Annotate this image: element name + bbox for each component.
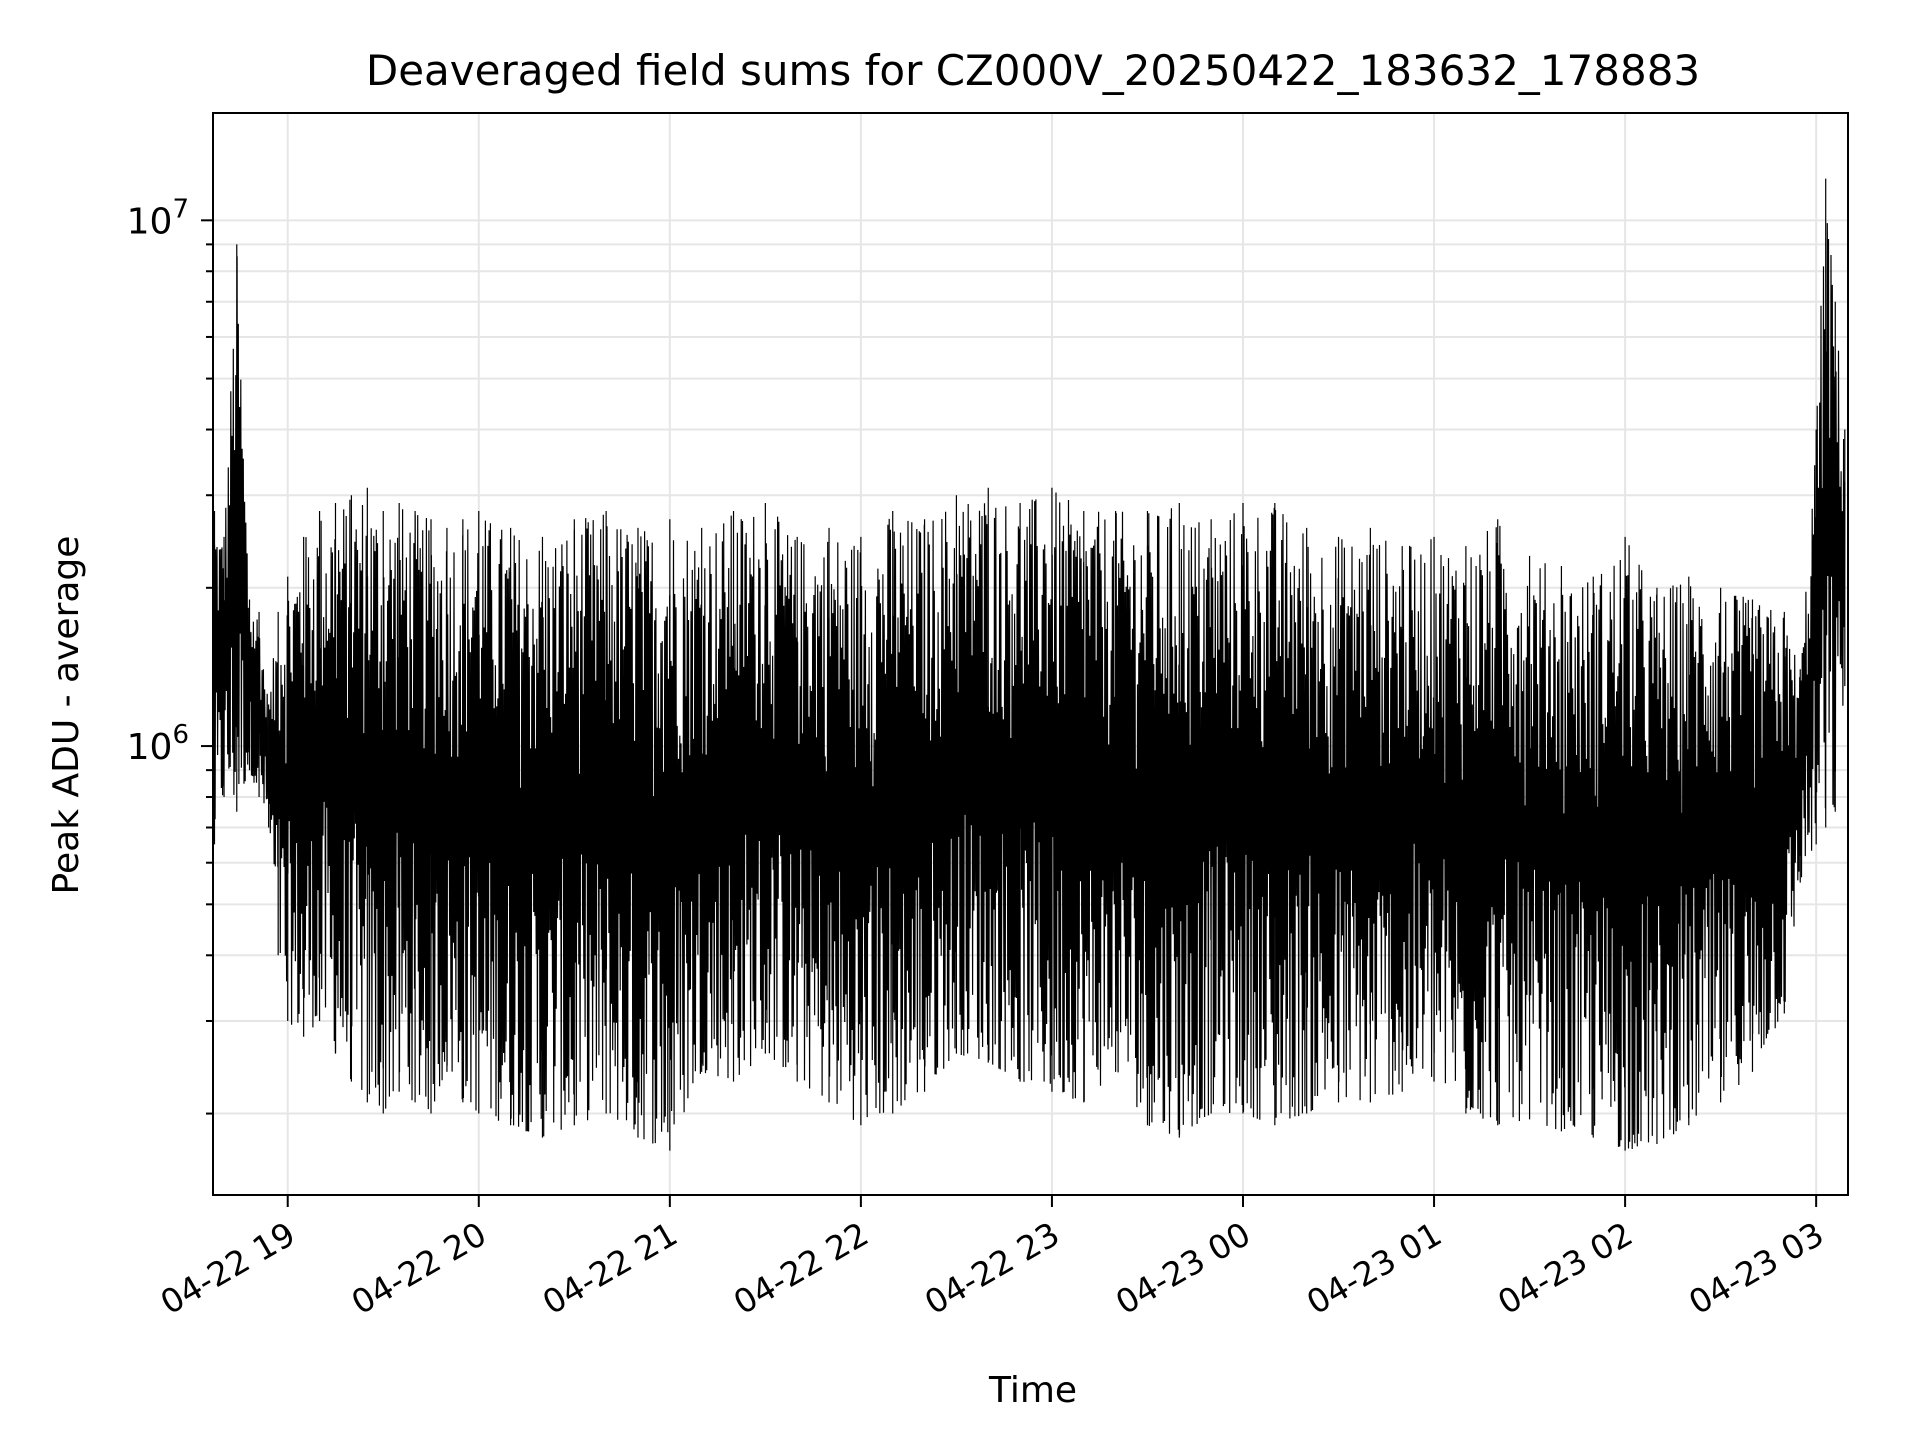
x-axis-label: Time bbox=[988, 1370, 1077, 1411]
y-tick-label: 107 bbox=[127, 194, 189, 242]
y-tick-label-exponent: 6 bbox=[172, 720, 189, 750]
series-line bbox=[213, 223, 1846, 1150]
y-axis-label: Peak ADU - average bbox=[46, 536, 87, 895]
y-tick-label-base: 10 bbox=[127, 201, 173, 242]
y-tick-label: 106 bbox=[127, 720, 189, 768]
y-tick-label-exponent: 7 bbox=[172, 194, 189, 224]
y-tick-label-base: 10 bbox=[127, 727, 173, 768]
chart-title: Deaveraged field sums for CZ000V_2025042… bbox=[366, 46, 1700, 95]
axes-frame bbox=[212, 112, 1849, 1196]
plot-area bbox=[213, 178, 1846, 1151]
